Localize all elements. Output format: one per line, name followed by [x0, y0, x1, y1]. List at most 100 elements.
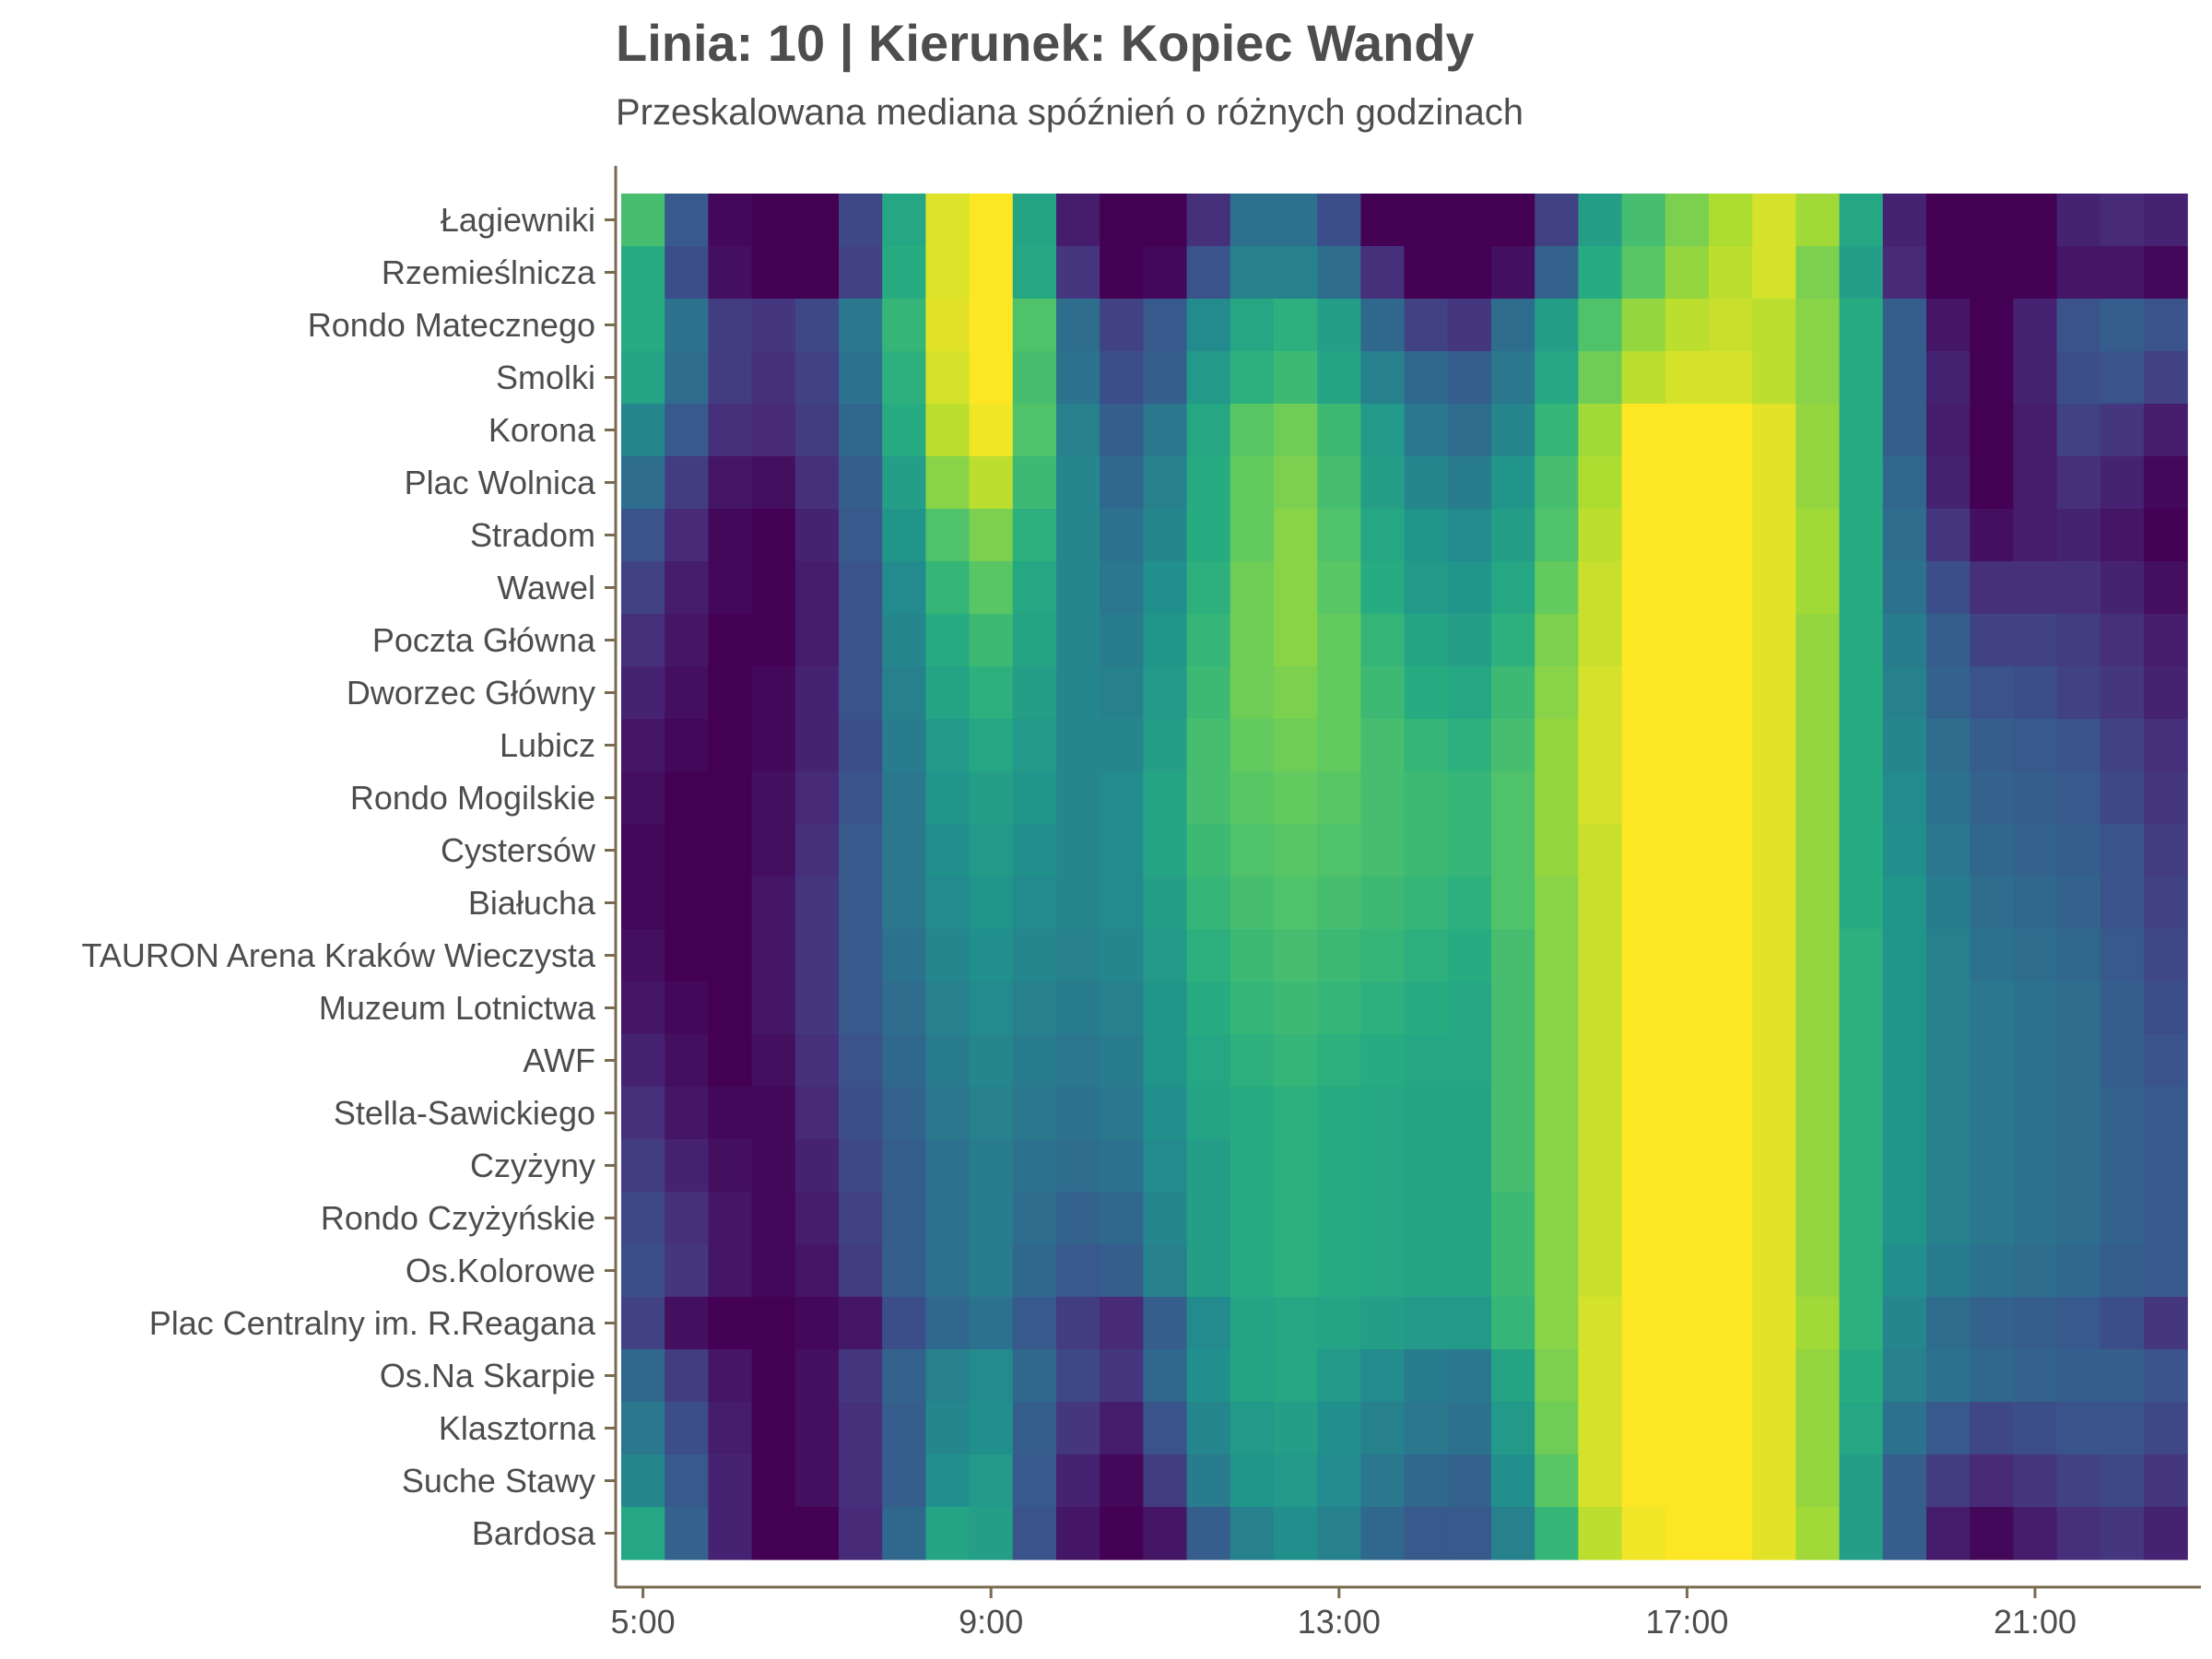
heatmap-cell — [1578, 561, 1623, 615]
heatmap-cell — [1100, 299, 1144, 352]
y-tick-label: Lubicz — [500, 726, 595, 764]
heatmap-cell — [969, 1087, 1014, 1140]
heatmap-cell — [1578, 719, 1623, 772]
heatmap-cell — [1186, 194, 1231, 247]
heatmap-cell — [2100, 877, 2145, 930]
heatmap-cell — [1621, 824, 1666, 877]
heatmap-cell — [1621, 1507, 1666, 1560]
heatmap-cell — [1491, 1087, 1535, 1140]
heatmap-cell — [969, 1297, 1014, 1350]
heatmap-cell — [1970, 1402, 2014, 1455]
heatmap-cell — [2013, 194, 2058, 247]
heatmap-cell — [1752, 299, 1796, 352]
heatmap-cell — [751, 824, 796, 877]
heatmap-cell — [1447, 771, 1492, 825]
heatmap-cell — [1274, 509, 1318, 562]
heatmap-cell — [708, 1244, 753, 1298]
heatmap-cell — [2100, 351, 2145, 405]
heatmap-cell — [1709, 824, 1753, 877]
heatmap-cell — [1882, 1139, 1927, 1193]
heatmap-cell — [1186, 719, 1231, 772]
heatmap-cell — [708, 246, 753, 300]
heatmap-cell — [1274, 771, 1318, 825]
heatmap-cell — [1491, 929, 1535, 982]
heatmap-cell — [2013, 1087, 2058, 1140]
heatmap-cell — [925, 194, 971, 247]
heatmap-cell — [2100, 194, 2145, 247]
heatmap-cell — [2056, 719, 2101, 772]
heatmap-cell — [882, 1297, 926, 1350]
heatmap-cell — [1447, 719, 1492, 772]
heatmap-cell — [882, 614, 926, 667]
heatmap-cell — [1447, 1297, 1492, 1350]
x-tick-label: 13:00 — [1298, 1603, 1381, 1641]
heatmap-cell — [1752, 246, 1796, 300]
heatmap-cell — [1143, 509, 1188, 562]
heatmap-cell — [2013, 1349, 2058, 1403]
heatmap-cell — [1752, 877, 1796, 930]
heatmap-cell — [665, 877, 709, 930]
heatmap-cell — [1926, 666, 1971, 720]
heatmap-cell — [1839, 1507, 1884, 1560]
heatmap-cell — [839, 351, 883, 405]
heatmap-cell — [1317, 509, 1361, 562]
heatmap-cell — [1100, 246, 1144, 300]
heatmap-cell — [1186, 614, 1231, 667]
heatmap-cell — [2100, 1454, 2145, 1508]
heatmap-cell — [1882, 614, 1927, 667]
heatmap-cell — [1535, 771, 1579, 825]
heatmap-cell — [1926, 1507, 1971, 1560]
heatmap-cell — [1491, 299, 1535, 352]
heatmap-cell — [1447, 666, 1492, 720]
heatmap-cell — [2056, 666, 2101, 720]
heatmap-cell — [1970, 877, 2014, 930]
y-tick-label: AWF — [523, 1041, 595, 1079]
heatmap-cell — [1752, 194, 1796, 247]
heatmap-cell — [839, 1192, 883, 1245]
heatmap-cell — [1535, 877, 1579, 930]
heatmap-cell — [2056, 877, 2101, 930]
heatmap-cell — [1360, 1139, 1406, 1193]
heatmap-cell — [1709, 194, 1753, 247]
heatmap-cell — [1665, 561, 1710, 615]
heatmap-cell — [1360, 1507, 1406, 1560]
heatmap-cell — [1535, 1192, 1579, 1245]
heatmap-cell — [1056, 1507, 1100, 1560]
heatmap-cell — [2056, 929, 2101, 982]
heatmap-cell — [1230, 299, 1275, 352]
heatmap-cell — [794, 982, 840, 1035]
heatmap-cell — [1143, 561, 1188, 615]
heatmap-cell — [1404, 1402, 1449, 1455]
heatmap-cell — [1491, 1139, 1535, 1193]
heatmap-cell — [1317, 614, 1361, 667]
heatmap-cell — [1317, 1349, 1361, 1403]
heatmap-cell — [794, 719, 840, 772]
heatmap-cell — [1970, 456, 2014, 510]
heatmap-cell — [1665, 1454, 1710, 1508]
heatmap-cell — [1970, 1297, 2014, 1350]
heatmap-cell — [1709, 1244, 1753, 1298]
heatmap-cell — [1795, 1349, 1841, 1403]
heatmap-cell — [2144, 299, 2188, 352]
heatmap-cell — [1970, 929, 2014, 982]
heatmap-cell — [1100, 1402, 1144, 1455]
heatmap-cell — [1360, 1034, 1406, 1088]
heatmap-cell — [751, 1139, 796, 1193]
heatmap-cell — [1056, 404, 1100, 457]
heatmap-cell — [925, 1507, 971, 1560]
heatmap-cell — [882, 509, 926, 562]
heatmap-cell — [1230, 1034, 1275, 1088]
heatmap-cell — [1447, 509, 1492, 562]
heatmap-cell — [708, 1034, 753, 1088]
heatmap-cell — [969, 1349, 1014, 1403]
heatmap-cell — [665, 1402, 709, 1455]
heatmap-cell — [1535, 1349, 1579, 1403]
heatmap-cell — [1056, 456, 1100, 510]
heatmap-cell — [708, 1402, 753, 1455]
heatmap-cell — [1970, 246, 2014, 300]
heatmap-cell — [1970, 351, 2014, 405]
heatmap-cell — [1012, 982, 1057, 1035]
heatmap-cell — [621, 509, 665, 562]
heatmap-cell — [2013, 246, 2058, 300]
